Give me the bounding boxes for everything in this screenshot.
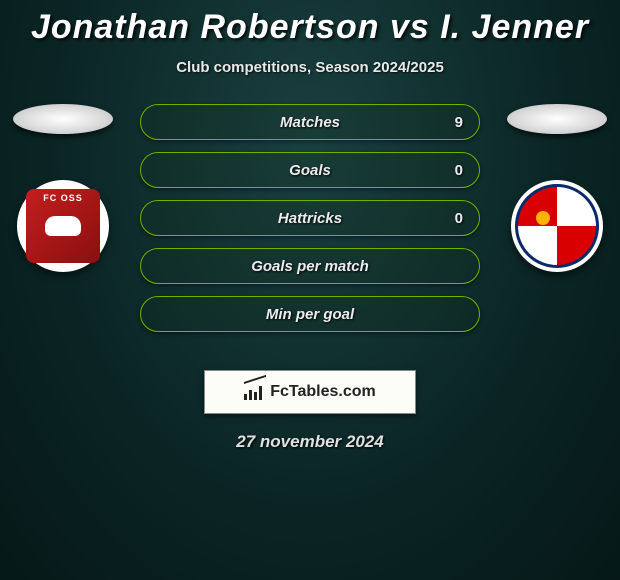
- crest-fc-utrecht-icon: [515, 184, 599, 268]
- stat-bars: Matches 9 Goals 0 Hattricks 0 Goals per …: [140, 104, 480, 344]
- avatar-left: [13, 104, 113, 134]
- bar-chart-icon: [244, 384, 264, 400]
- stat-value-right: 9: [455, 114, 463, 131]
- stat-bar-min-per-goal: Min per goal: [140, 296, 480, 332]
- stat-label: Min per goal: [266, 306, 354, 323]
- crest-left-label: FC OSS: [26, 193, 100, 203]
- stat-value-right: 0: [455, 162, 463, 179]
- crest-fc-oss-icon: FC OSS: [26, 189, 100, 263]
- player-left: FC OSS: [8, 104, 118, 272]
- player-right: [502, 104, 612, 272]
- avatar-right: [507, 104, 607, 134]
- stat-bar-matches: Matches 9: [140, 104, 480, 140]
- club-crest-right: [511, 180, 603, 272]
- footer: FcTables.com 27 november 2024: [0, 370, 620, 452]
- attribution-box[interactable]: FcTables.com: [204, 370, 416, 414]
- club-crest-left: FC OSS: [17, 180, 109, 272]
- stat-label: Matches: [280, 114, 340, 131]
- subtitle: Club competitions, Season 2024/2025: [0, 59, 620, 76]
- stat-label: Hattricks: [278, 210, 342, 227]
- stat-value-right: 0: [455, 210, 463, 227]
- stat-label: Goals: [289, 162, 331, 179]
- attribution-brand: FcTables.com: [270, 383, 376, 401]
- date-label: 27 november 2024: [236, 432, 383, 452]
- stat-bar-hattricks: Hattricks 0: [140, 200, 480, 236]
- comparison-area: FC OSS Matches 9 Goals 0 Hattricks 0: [0, 104, 620, 364]
- stat-bar-goals-per-match: Goals per match: [140, 248, 480, 284]
- stat-label: Goals per match: [251, 258, 369, 275]
- page-title: Jonathan Robertson vs I. Jenner: [0, 8, 620, 47]
- stat-bar-goals: Goals 0: [140, 152, 480, 188]
